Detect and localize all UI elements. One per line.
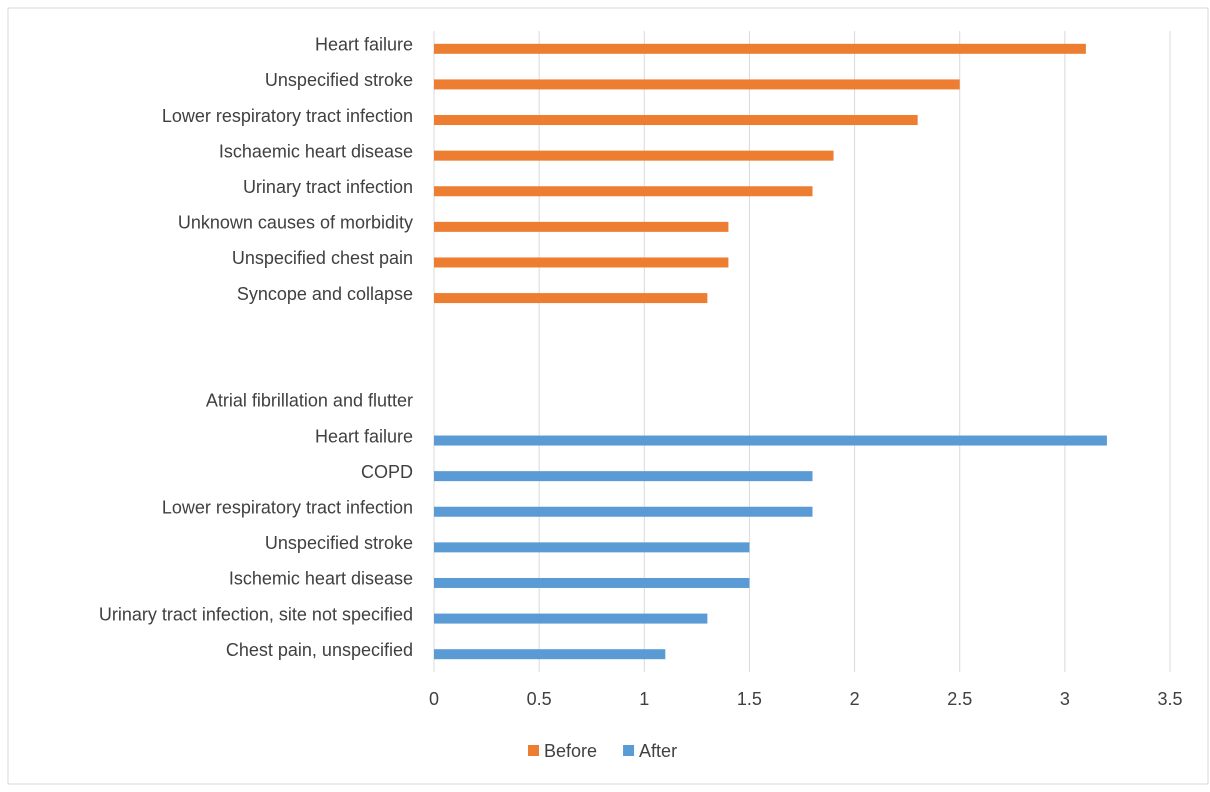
x-tick-label: 1.5 bbox=[737, 689, 762, 709]
bar bbox=[434, 435, 1107, 446]
y-tick-label: Ischemic heart disease bbox=[229, 569, 413, 589]
x-tick-label: 2.5 bbox=[947, 689, 972, 709]
y-tick-label: Unknown causes of morbidity bbox=[178, 213, 413, 233]
y-tick-label: Unspecified chest pain bbox=[232, 248, 413, 268]
x-tick-label: 3.5 bbox=[1157, 689, 1182, 709]
y-tick-label: Heart failure bbox=[315, 35, 413, 55]
y-tick-label: Atrial fibrillation and flutter bbox=[206, 391, 413, 411]
x-tick-label: 3 bbox=[1060, 689, 1070, 709]
y-tick-label: Urinary tract infection, site not specif… bbox=[99, 604, 413, 624]
y-tick-label: Syncope and collapse bbox=[237, 284, 413, 304]
bar bbox=[434, 506, 813, 517]
bar bbox=[434, 221, 729, 232]
bar bbox=[434, 43, 1086, 54]
y-tick-label: Heart failure bbox=[315, 426, 413, 446]
bar bbox=[434, 79, 960, 90]
y-tick-label: Ischaemic heart disease bbox=[219, 141, 413, 161]
bar bbox=[434, 293, 708, 304]
y-tick-label: Urinary tract infection bbox=[243, 177, 413, 197]
x-tick-label: 0 bbox=[429, 689, 439, 709]
bar bbox=[434, 471, 813, 482]
y-tick-label: COPD bbox=[361, 462, 413, 482]
y-tick-label: Lower respiratory tract infection bbox=[162, 106, 413, 126]
bar bbox=[434, 577, 750, 588]
x-tick-label: 0.5 bbox=[527, 689, 552, 709]
y-tick-label: Unspecified stroke bbox=[265, 533, 413, 553]
bar bbox=[434, 542, 750, 553]
x-tick-label: 2 bbox=[850, 689, 860, 709]
legend-label: After bbox=[639, 741, 677, 761]
legend-label: Before bbox=[544, 741, 597, 761]
bar bbox=[434, 186, 813, 197]
y-tick-label: Lower respiratory tract infection bbox=[162, 498, 413, 518]
bar bbox=[434, 613, 708, 624]
y-tick-label: Unspecified stroke bbox=[265, 70, 413, 90]
legend-swatch bbox=[623, 745, 635, 756]
bar bbox=[434, 649, 666, 660]
legend-swatch bbox=[528, 745, 539, 756]
bar bbox=[434, 115, 918, 126]
bar bbox=[434, 150, 834, 161]
x-tick-label: 1 bbox=[639, 689, 649, 709]
bar bbox=[434, 257, 729, 268]
y-tick-label: Chest pain, unspecified bbox=[226, 640, 413, 660]
